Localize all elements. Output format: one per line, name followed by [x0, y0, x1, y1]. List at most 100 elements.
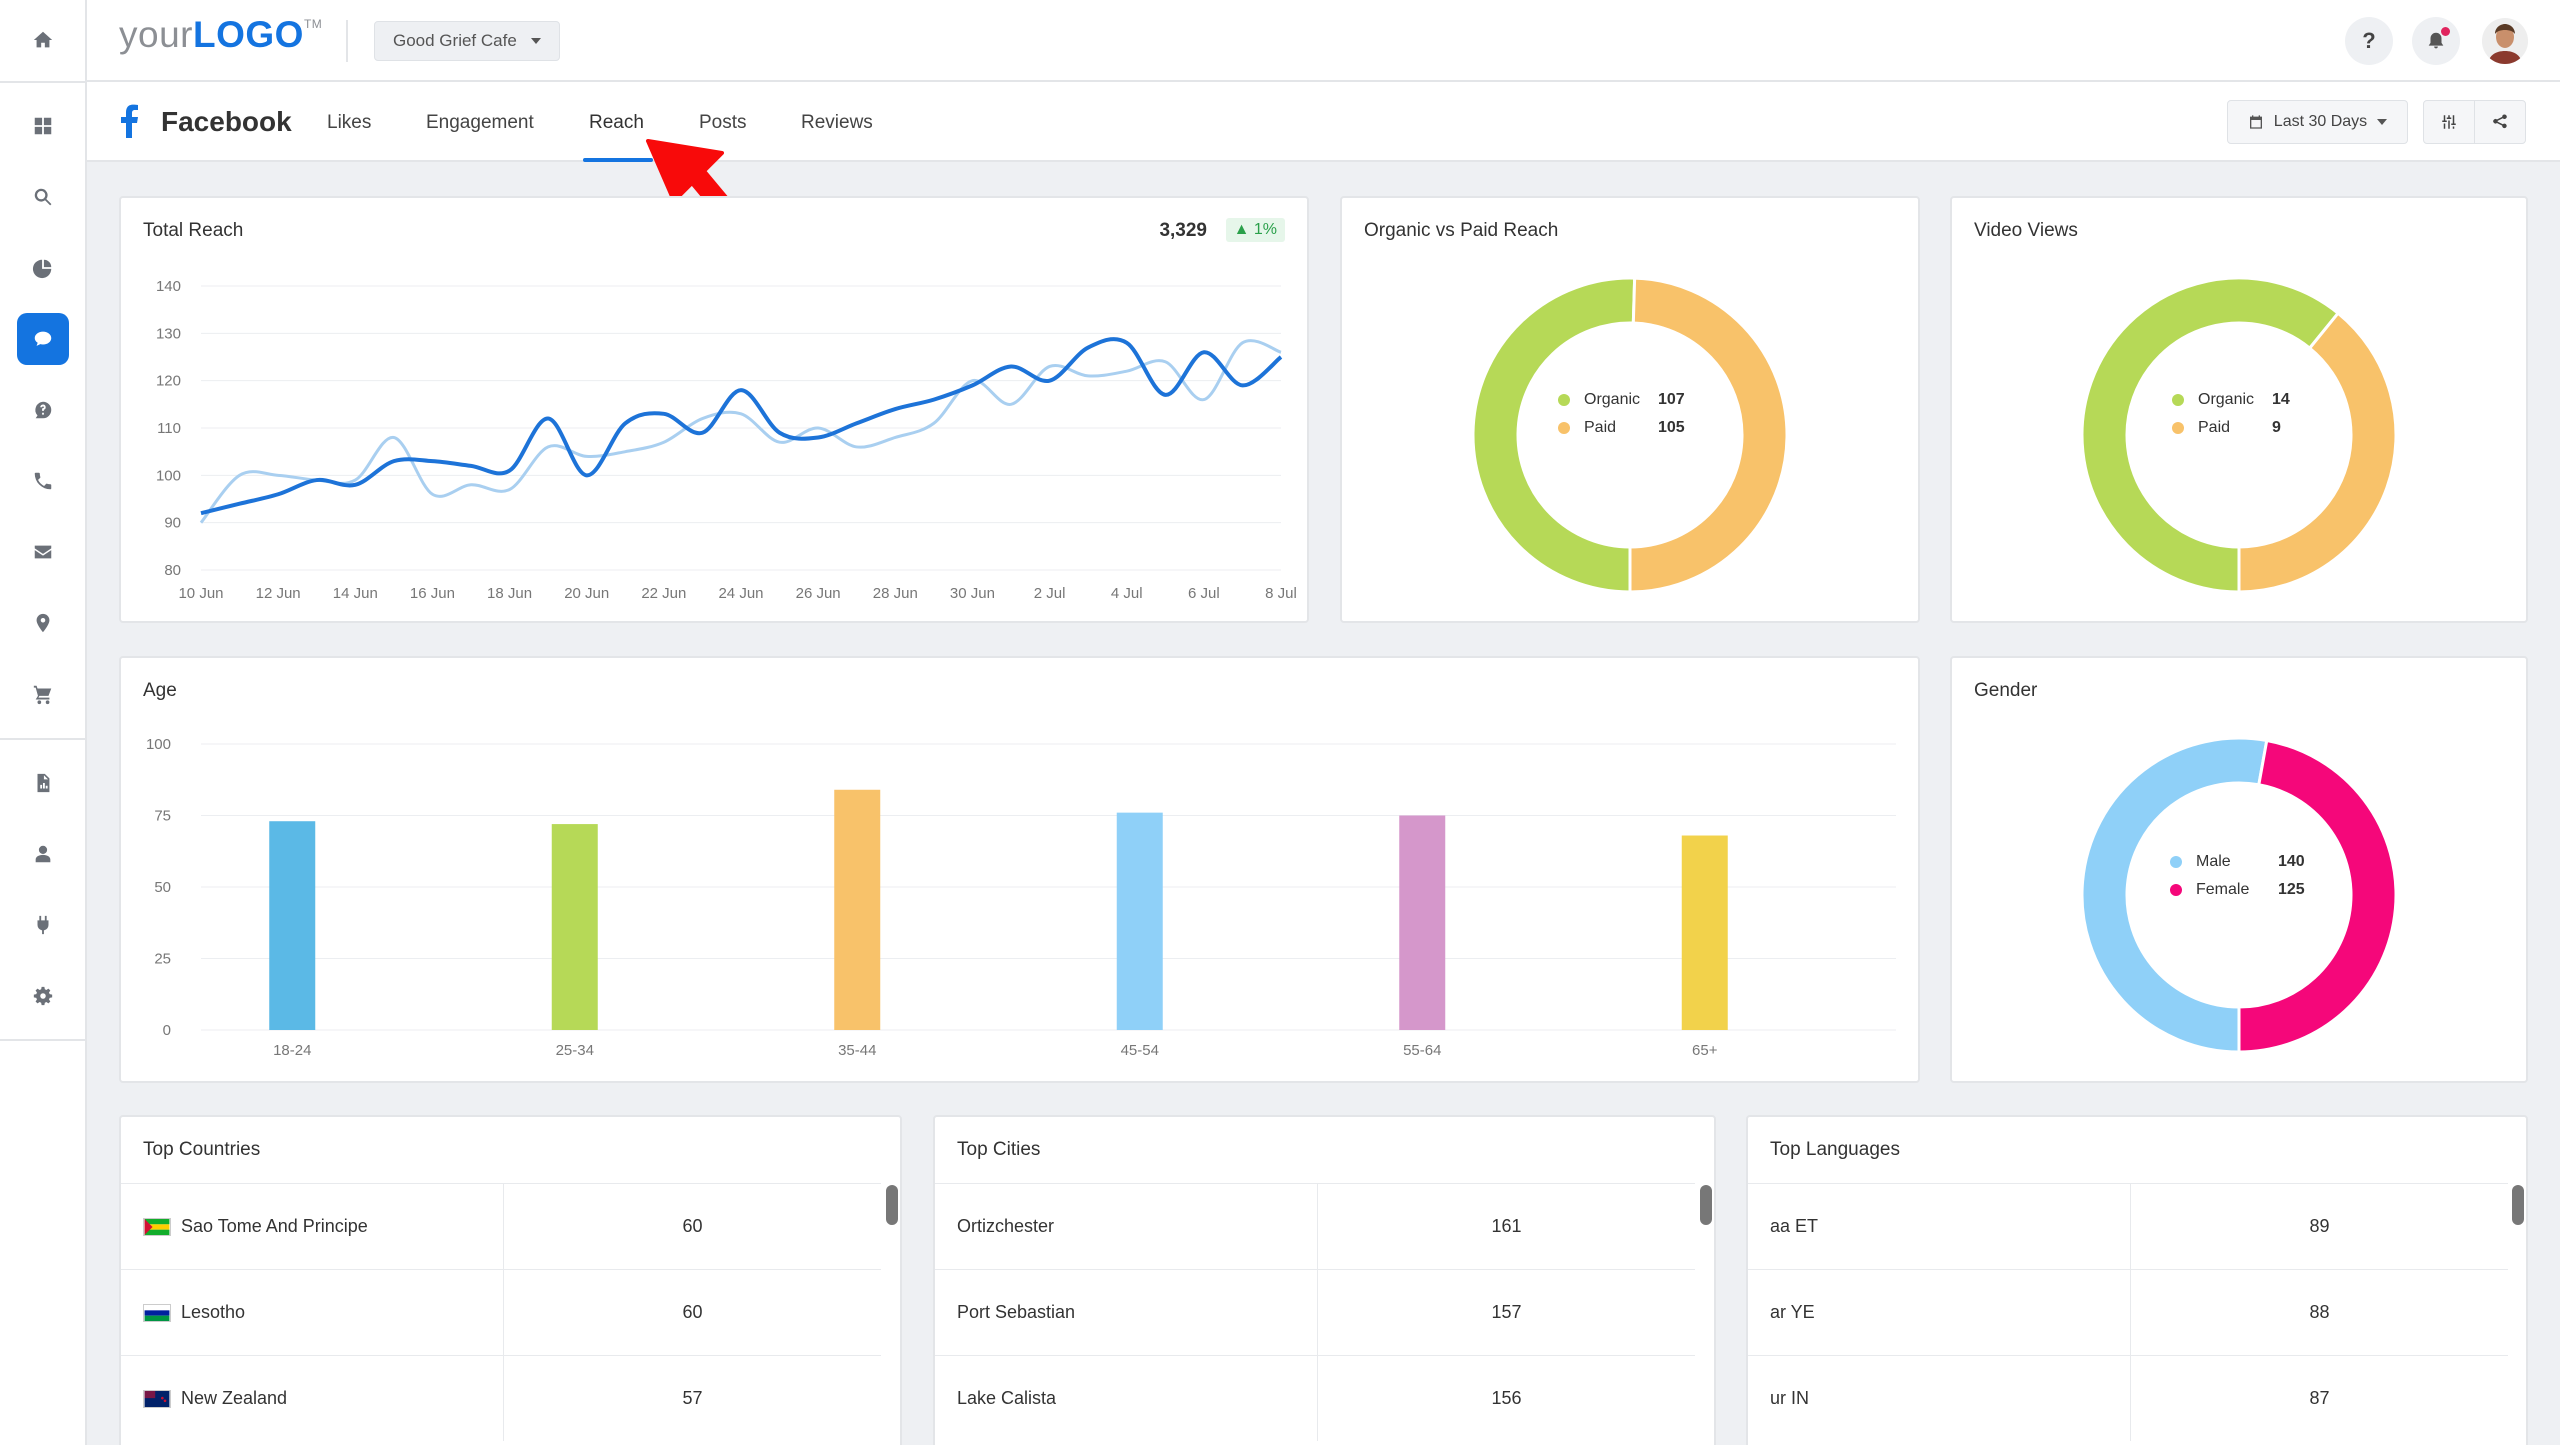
filters-button[interactable]	[2423, 100, 2475, 144]
chat-icon[interactable]	[17, 313, 69, 365]
client-selector[interactable]: Good Grief Cafe	[374, 21, 560, 61]
pie-slice	[1471, 276, 1637, 594]
card-title: Top Countries	[143, 1139, 261, 1160]
pie-slice	[2080, 276, 2341, 594]
y-tick-label: 90	[164, 515, 181, 532]
pie-slice	[2080, 736, 2269, 1054]
x-tick-label: 28 Jun	[873, 585, 918, 602]
table-row[interactable]: aa ET 89	[1748, 1183, 2508, 1269]
legend-item: Organic 107	[1558, 386, 1685, 414]
organic-paid-card: Organic vs Paid Reach Organic 107 Paid 105	[1340, 196, 1920, 623]
search-icon[interactable]	[17, 171, 69, 223]
mail-icon[interactable]	[17, 526, 69, 578]
bar	[1681, 835, 1728, 1030]
x-tick-label: 22 Jun	[641, 585, 686, 602]
share-button[interactable]	[2474, 100, 2526, 144]
facebook-icon	[121, 104, 138, 138]
date-range-label: Last 30 Days	[2273, 113, 2368, 130]
language-name: ar YE	[1748, 1270, 2131, 1355]
city-name: Port Sebastian	[935, 1270, 1318, 1355]
x-tick-label: 10 Jun	[178, 585, 223, 602]
tab-reach[interactable]: Reach	[589, 112, 644, 133]
top-languages-card: Top Languages aa ET 89 ar YE 88 ur IN 87	[1746, 1115, 2528, 1445]
user-icon[interactable]	[17, 828, 69, 880]
home-icon[interactable]	[17, 14, 69, 66]
avatar[interactable]	[2482, 18, 2528, 64]
table-row[interactable]: ar YE 88	[1748, 1269, 2508, 1355]
x-tick-label: 20 Jun	[564, 585, 609, 602]
report-icon[interactable]	[17, 757, 69, 809]
table-row[interactable]: ur IN 87	[1748, 1355, 2508, 1441]
flag-icon	[143, 1303, 171, 1322]
country-value: 60	[682, 1216, 703, 1236]
tab-reviews[interactable]: Reviews	[801, 112, 873, 133]
client-name: Good Grief Cafe	[393, 31, 517, 50]
y-tick-label: 0	[163, 1022, 171, 1039]
scrollbar[interactable]	[886, 1185, 898, 1225]
x-tick-label: 26 Jun	[796, 585, 841, 602]
plug-icon[interactable]	[17, 899, 69, 951]
country-name: Sao Tome And Principe	[181, 1216, 368, 1236]
table-row[interactable]: Ortizchester 161	[935, 1183, 1695, 1269]
x-tick-label: 18 Jun	[487, 585, 532, 602]
city-value: 157	[1491, 1302, 1522, 1322]
x-tick-label: 65+	[1692, 1042, 1718, 1059]
total-reach-chart: 80 90 100 110 120 130 140 10 Jun 12 Jun 14 Jun 16 …	[156, 278, 1297, 602]
location-icon[interactable]	[17, 597, 69, 649]
date-range-button[interactable]: Last 30 Days	[2227, 100, 2408, 144]
scrollbar[interactable]	[1700, 1185, 1712, 1225]
table-row[interactable]: Lake Calista 156	[935, 1355, 1695, 1441]
card-title: Gender	[1974, 680, 2038, 701]
tab-posts[interactable]: Posts	[699, 112, 747, 133]
up-arrow-icon: ▲	[1233, 221, 1254, 238]
card-title: Top Languages	[1770, 1139, 1900, 1160]
sidebar-divider	[0, 81, 87, 83]
language-value: 87	[2309, 1388, 2330, 1408]
bar	[269, 821, 316, 1030]
change-badge: ▲ 1%	[1225, 218, 1285, 242]
sub-navigation: Facebook Likes Engagement Reach Posts Re…	[87, 82, 2560, 162]
legend-item: Paid 105	[1558, 414, 1685, 442]
video-views-card: Video Views Organic 14 Paid 9	[1950, 196, 2528, 623]
card-title: Organic vs Paid Reach	[1364, 220, 1559, 241]
y-tick-label: 80	[164, 562, 181, 579]
x-tick-label: 6 Jul	[1188, 585, 1220, 602]
question-icon: ?	[2362, 28, 2376, 53]
tab-engagement[interactable]: Engagement	[426, 112, 534, 133]
y-tick-label: 110	[157, 420, 181, 437]
pie-chart-icon[interactable]	[17, 242, 69, 294]
sidebar	[0, 0, 87, 1445]
organic-paid-legend: Organic 107 Paid 105	[1558, 386, 1685, 442]
phone-icon[interactable]	[17, 455, 69, 507]
table-row[interactable]: Sao Tome And Principe 60	[121, 1183, 881, 1269]
help-chat-icon[interactable]	[17, 384, 69, 436]
cart-icon[interactable]	[17, 668, 69, 720]
country-value: 57	[682, 1388, 703, 1408]
age-bar-chart: 0 25 50 75 100 18-24 25-34 35-44 45-54 55-64 65+	[146, 736, 1896, 1059]
help-button[interactable]: ?	[2345, 17, 2393, 65]
dashboard-icon[interactable]	[17, 100, 69, 152]
bar	[551, 824, 598, 1030]
x-tick-label: 30 Jun	[950, 585, 995, 602]
flag-icon	[143, 1217, 171, 1236]
language-value: 88	[2309, 1302, 2330, 1322]
x-tick-label: 4 Jul	[1111, 585, 1143, 602]
brand-logo[interactable]: yourLOGOTM	[119, 14, 323, 55]
bar	[834, 789, 881, 1030]
table-row[interactable]: Port Sebastian 157	[935, 1269, 1695, 1355]
notifications-button[interactable]	[2412, 17, 2460, 65]
settings-icon[interactable]	[17, 970, 69, 1022]
y-tick-label: 100	[146, 736, 171, 753]
city-value: 161	[1491, 1216, 1522, 1236]
scrollbar[interactable]	[2512, 1185, 2524, 1225]
country-name: New Zealand	[181, 1388, 288, 1408]
tab-likes[interactable]: Likes	[327, 112, 372, 133]
share-icon	[2493, 114, 2507, 129]
header-divider	[346, 20, 348, 62]
language-value: 89	[2309, 1216, 2330, 1236]
table-row[interactable]: New Zealand 57	[121, 1355, 881, 1441]
card-title: Total Reach	[143, 220, 244, 241]
language-name: ur IN	[1748, 1356, 2131, 1441]
sliders-icon	[2442, 115, 2456, 129]
table-row[interactable]: Lesotho 60	[121, 1269, 881, 1355]
